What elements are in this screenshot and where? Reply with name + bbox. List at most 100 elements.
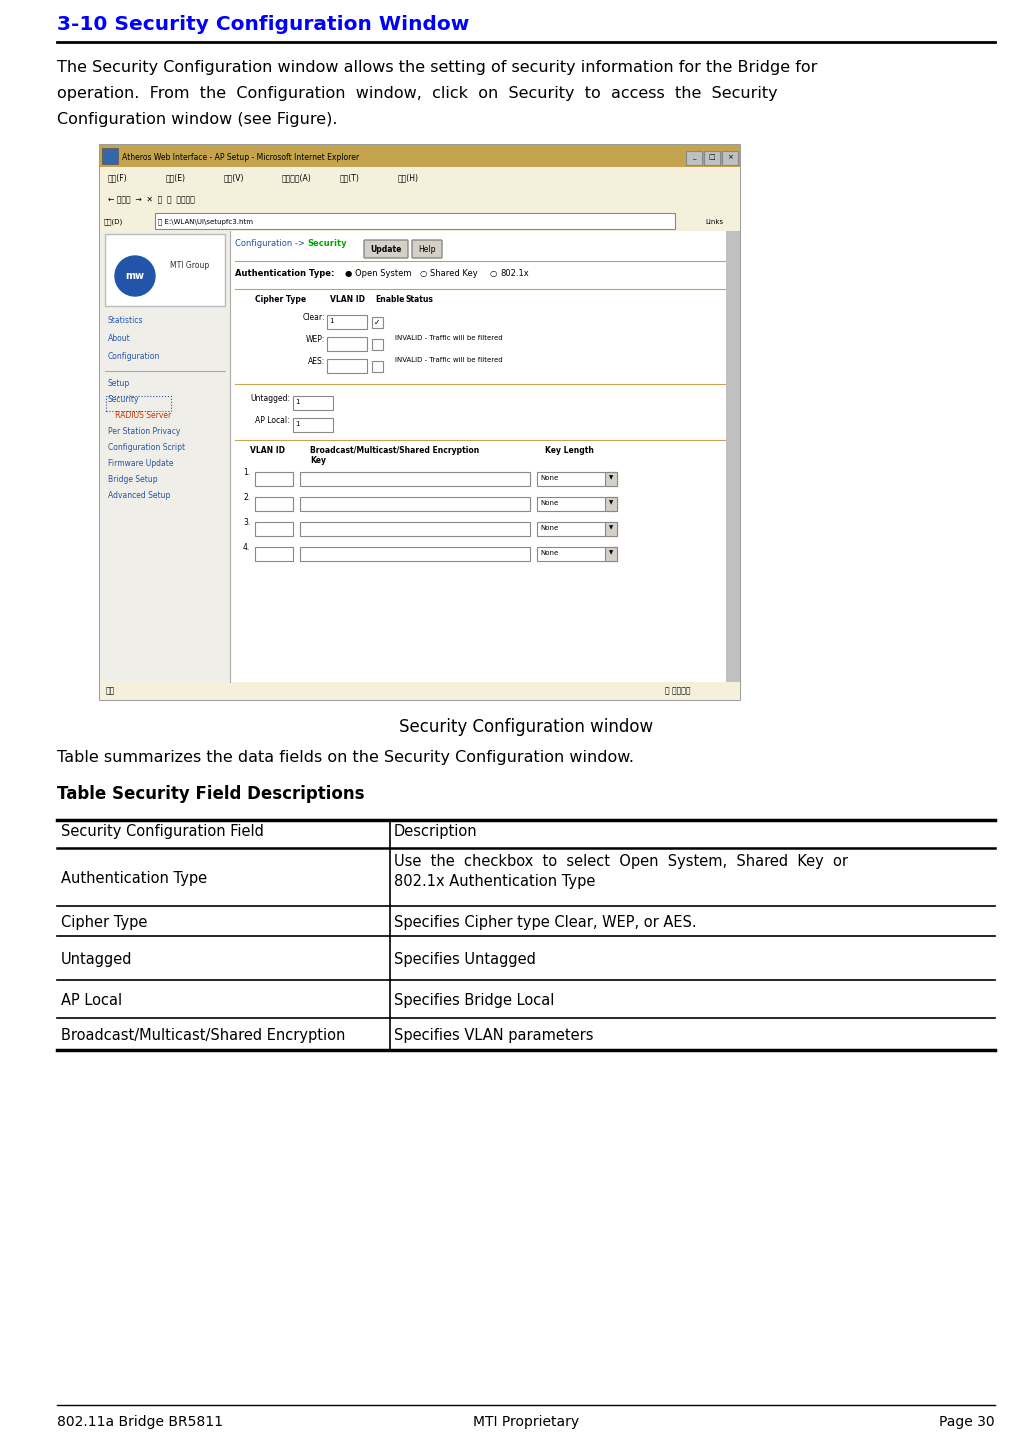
Text: 802.11a Bridge BR5811: 802.11a Bridge BR5811: [57, 1416, 223, 1428]
Text: Specifies Bridge Local: Specifies Bridge Local: [394, 994, 554, 1008]
Text: 4.: 4.: [243, 543, 250, 552]
Text: ×: ×: [727, 154, 733, 160]
Bar: [155, 213, 675, 229]
Text: None: None: [540, 500, 558, 505]
Bar: [255, 547, 293, 562]
Bar: [100, 145, 740, 167]
Text: 編輯(E): 編輯(E): [166, 173, 186, 183]
Bar: [300, 547, 530, 562]
Bar: [605, 547, 617, 562]
Text: The Security Configuration window allows the setting of security information for: The Security Configuration window allows…: [57, 60, 818, 75]
Bar: [255, 521, 293, 536]
Text: AP Local:: AP Local:: [255, 416, 290, 425]
Text: Untagged:: Untagged:: [250, 395, 290, 403]
Circle shape: [115, 256, 155, 297]
Text: Specifies VLAN parameters: Specifies VLAN parameters: [394, 1028, 593, 1043]
Text: 802.1x Authentication Type: 802.1x Authentication Type: [394, 874, 595, 888]
Bar: [327, 359, 367, 373]
Bar: [722, 151, 738, 166]
Text: Shared Key: Shared Key: [430, 269, 478, 278]
Text: Per Station Privacy: Per Station Privacy: [108, 428, 181, 436]
Text: Key Length: Key Length: [545, 446, 594, 455]
Text: Security: Security: [108, 395, 140, 405]
FancyBboxPatch shape: [364, 240, 408, 258]
Bar: [100, 683, 740, 700]
Text: ▼: ▼: [608, 526, 614, 530]
Text: Configuration: Configuration: [108, 351, 160, 361]
Bar: [372, 317, 383, 328]
Text: Configuration window (see Figure).: Configuration window (see Figure).: [57, 112, 338, 127]
Bar: [100, 230, 230, 683]
Text: Table summarizes the data fields on the Security Configuration window.: Table summarizes the data fields on the …: [57, 750, 634, 765]
Text: 檢視(V): 檢視(V): [224, 173, 244, 183]
Bar: [300, 497, 530, 511]
Text: None: None: [540, 526, 558, 531]
Bar: [537, 521, 617, 536]
Text: _: _: [693, 154, 696, 160]
Text: Broadcast/Multicast/Shared Encryption: Broadcast/Multicast/Shared Encryption: [310, 446, 479, 455]
Bar: [230, 230, 740, 683]
Text: AES:: AES:: [308, 357, 325, 366]
Bar: [102, 148, 118, 164]
Text: 說明(H): 說明(H): [398, 173, 419, 183]
Text: MTI Proprietary: MTI Proprietary: [473, 1416, 579, 1428]
Text: 802.1x: 802.1x: [500, 269, 528, 278]
Bar: [537, 497, 617, 511]
Text: Table Security Field Descriptions: Table Security Field Descriptions: [57, 785, 364, 804]
Bar: [605, 497, 617, 511]
Bar: [537, 472, 617, 487]
Bar: [605, 521, 617, 536]
Text: 2.: 2.: [243, 492, 250, 503]
Text: WEP:: WEP:: [306, 336, 325, 344]
Bar: [300, 472, 530, 487]
Text: 完成: 完成: [106, 687, 115, 696]
Text: None: None: [540, 475, 558, 481]
Text: Atheros Web Interface - AP Setup - Microsoft Internet Explorer: Atheros Web Interface - AP Setup - Micro…: [122, 153, 359, 161]
Text: Authentication Type:: Authentication Type:: [235, 269, 334, 278]
Text: operation.  From  the  Configuration  window,  click  on  Security  to  access  : operation. From the Configuration window…: [57, 86, 778, 101]
Text: INVALID - Traffic will be filtered: INVALID - Traffic will be filtered: [395, 357, 503, 363]
Text: Page 30: Page 30: [940, 1416, 995, 1428]
Text: 3-10 Security Configuration Window: 3-10 Security Configuration Window: [57, 14, 469, 35]
Bar: [105, 233, 225, 307]
Text: ○: ○: [490, 269, 498, 278]
Text: Specifies Untagged: Specifies Untagged: [394, 952, 536, 968]
Text: ▼: ▼: [608, 475, 614, 481]
Text: Untagged: Untagged: [61, 952, 132, 968]
Text: Security Configuration Field: Security Configuration Field: [61, 824, 264, 840]
Text: None: None: [540, 550, 558, 556]
Text: VLAN ID: VLAN ID: [250, 446, 285, 455]
Text: □: □: [709, 154, 715, 160]
Bar: [255, 472, 293, 487]
Text: Links: Links: [705, 219, 723, 225]
Text: Help: Help: [419, 245, 436, 255]
Text: About: About: [108, 334, 130, 343]
Text: 1: 1: [295, 420, 300, 428]
Bar: [300, 521, 530, 536]
Bar: [100, 212, 740, 230]
Text: ▼: ▼: [608, 550, 614, 556]
Text: AP Local: AP Local: [61, 994, 122, 1008]
Text: Open System: Open System: [355, 269, 411, 278]
Bar: [327, 315, 367, 328]
Bar: [537, 547, 617, 562]
Text: ← 上一頁  →  ✕  🔄  🏠  📁資料夾: ← 上一頁 → ✕ 🔄 🏠 📁資料夾: [108, 196, 195, 204]
Text: Advanced Setup: Advanced Setup: [108, 491, 170, 500]
Text: Enable: Enable: [374, 295, 404, 304]
Text: ○: ○: [420, 269, 427, 278]
Text: 檔案(F): 檔案(F): [108, 173, 127, 183]
Text: ✓: ✓: [373, 317, 381, 327]
Text: Authentication Type: Authentication Type: [61, 871, 207, 886]
Text: Firmware Update: Firmware Update: [108, 459, 173, 468]
Text: Broadcast/Multicast/Shared Encryption: Broadcast/Multicast/Shared Encryption: [61, 1028, 346, 1043]
Text: 📄 E:\WLAN\UI\setupfc3.htm: 📄 E:\WLAN\UI\setupfc3.htm: [158, 219, 253, 225]
Bar: [704, 151, 720, 166]
Text: Key: Key: [310, 456, 326, 465]
Text: Cipher Type: Cipher Type: [255, 295, 306, 304]
Bar: [106, 396, 171, 410]
Text: Configuration Script: Configuration Script: [108, 444, 185, 452]
Bar: [100, 187, 740, 212]
Text: RADIUS Server: RADIUS Server: [108, 410, 171, 420]
Bar: [686, 151, 702, 166]
Text: Security Configuration window: Security Configuration window: [399, 719, 654, 736]
